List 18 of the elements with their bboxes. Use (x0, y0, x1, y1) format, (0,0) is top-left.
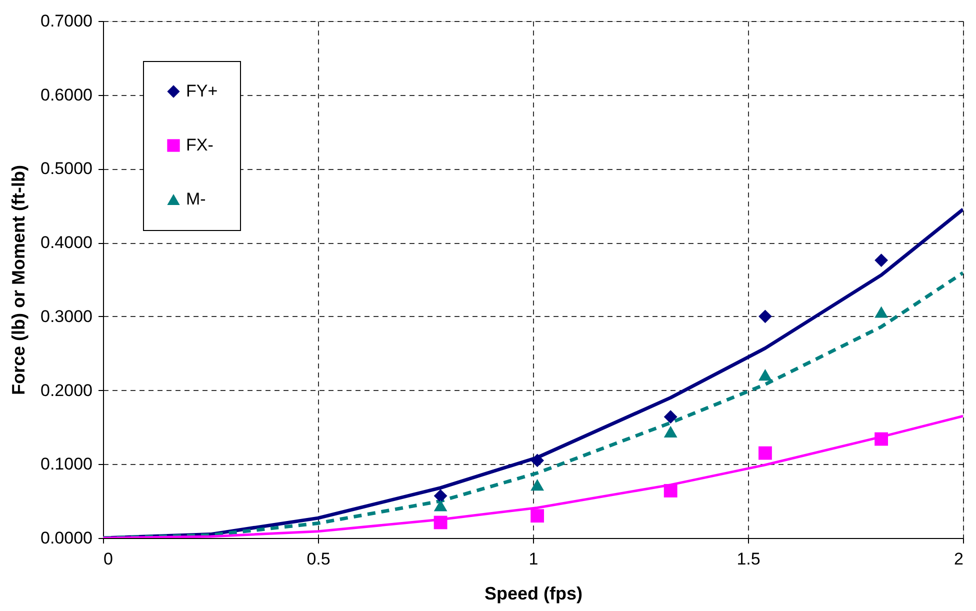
legend-label: FY+ (186, 82, 218, 100)
y-tick-label: 0.6000 (40, 85, 92, 104)
y-tick-label: 0.0000 (40, 528, 92, 548)
y-tick-label: 0.3000 (40, 306, 92, 326)
x-tick-label: 0 (104, 550, 113, 568)
y-tick-label: 0.7000 (40, 12, 92, 30)
y-tick-label: 0.4000 (40, 233, 92, 252)
x-tick-label: 1.5 (736, 550, 760, 568)
y-tick-label: 0.2000 (40, 380, 92, 400)
x-tick-label: 0.5 (306, 550, 330, 568)
y-axis-title: Force (lb) or Moment (ft-lb) (8, 165, 29, 395)
y-tick-label: 0.1000 (40, 454, 92, 474)
x-tick-label: 2 (954, 550, 964, 568)
x-tick-label: 1 (528, 550, 538, 568)
x-axis-title: Speed (fps) (484, 584, 583, 604)
legend-label: FX- (186, 136, 214, 154)
legend-label: M- (186, 190, 206, 208)
y-tick-label: 0.5000 (40, 159, 92, 178)
